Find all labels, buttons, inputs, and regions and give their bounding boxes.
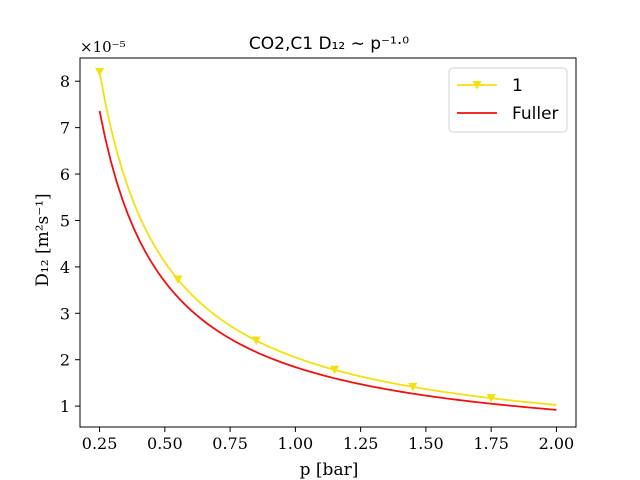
y-tick-label: 5 xyxy=(60,211,70,230)
data-point xyxy=(173,275,183,285)
y-tick-label: 8 xyxy=(60,72,70,91)
data-point xyxy=(251,336,261,346)
y-tick-label: 7 xyxy=(60,119,70,138)
y-tick-label: 3 xyxy=(60,304,70,323)
x-tick-label: 0.75 xyxy=(212,434,248,453)
legend-marker xyxy=(472,81,482,90)
x-tick-label: 0.50 xyxy=(147,434,183,453)
series-line-fuller xyxy=(98,110,557,411)
legend: 1 Fuller xyxy=(448,67,568,133)
y-tick-label: 4 xyxy=(60,258,70,277)
data-point xyxy=(408,382,418,392)
x-tick-label: 1.25 xyxy=(343,434,379,453)
x-tick-label: 2.00 xyxy=(539,434,575,453)
legend-label: Fuller xyxy=(512,104,559,124)
x-axis-label: p [bar] xyxy=(300,460,359,480)
x-tick-label: 0.25 xyxy=(82,434,118,453)
y-tick-label: 6 xyxy=(60,165,70,184)
legend-label: 1 xyxy=(512,76,523,96)
data-point xyxy=(330,365,340,375)
plot-frame xyxy=(79,57,577,428)
x-tick-label: 1.50 xyxy=(408,434,444,453)
y-tick-label: 2 xyxy=(60,351,70,370)
y-axis-label: D₁₂ [m²s⁻¹] xyxy=(33,193,53,286)
x-tick-label: 1.75 xyxy=(473,434,509,453)
x-tick-label: 1.00 xyxy=(278,434,314,453)
y-offset-label: ×10⁻⁵ xyxy=(80,38,126,56)
data-point xyxy=(486,394,496,403)
data-point xyxy=(95,67,105,77)
chart-title: CO2,C1 D₁₂ ∼ p⁻¹·⁰ xyxy=(249,34,409,54)
y-tick-label: 1 xyxy=(60,397,70,416)
